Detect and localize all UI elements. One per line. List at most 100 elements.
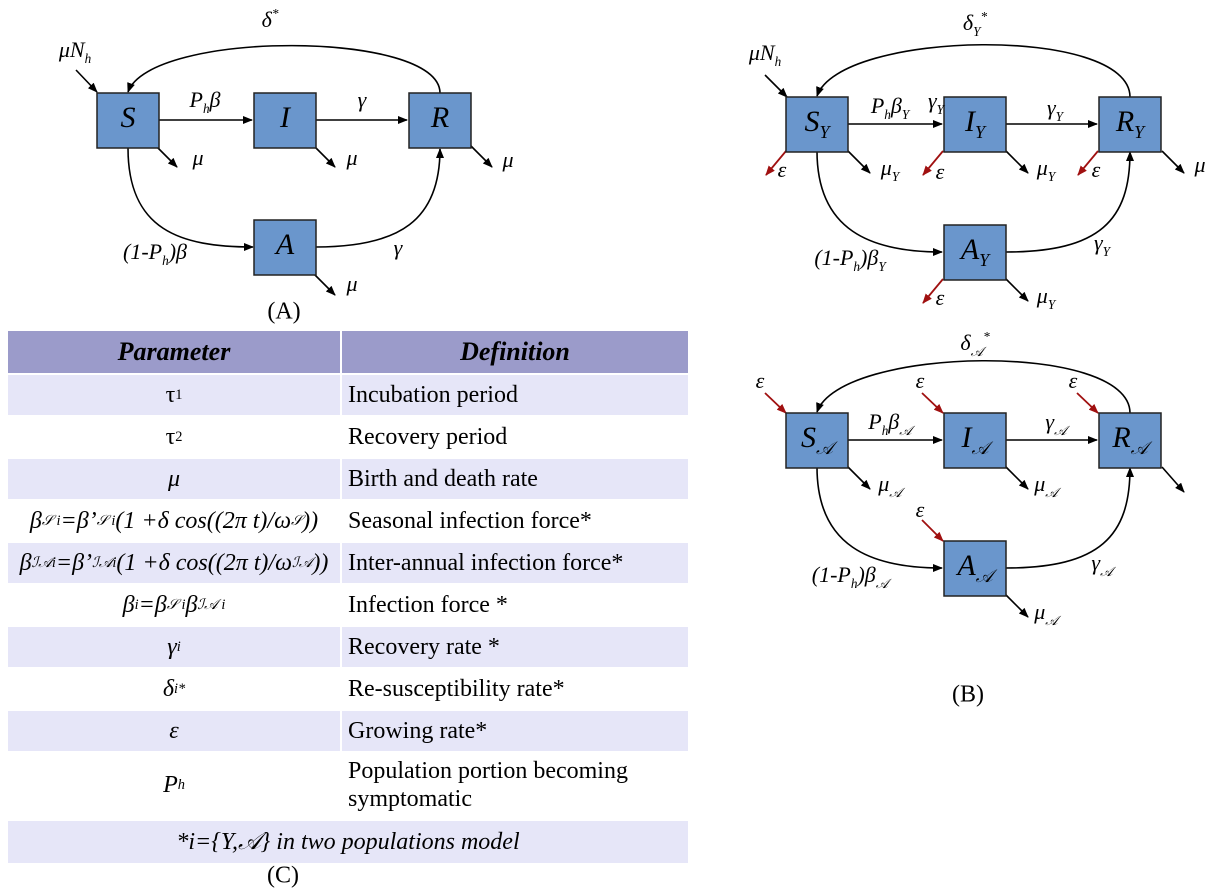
table-row: ε Growing rate* [8,711,688,753]
label-part: R [1111,421,1130,454]
node-box [253,219,317,276]
edge-label: ε [916,497,925,522]
edge-label: (1-Ph)βY [814,245,887,273]
label-part: ε [778,157,787,182]
param-part: =β’ [55,549,93,576]
label-part: Y [1103,244,1112,259]
label-part: (1-P [123,239,162,264]
definition-cell: Inter-annual infection force* [348,550,624,576]
label-part: Y [937,102,946,117]
edge-label: Phβ [188,87,220,115]
label-part: 𝒜 [1100,564,1116,579]
label-part: δ [963,10,974,35]
param-part: 𝒮 i [96,512,116,529]
label-part: μ [345,145,357,170]
caption: (B) [952,682,984,708]
definition-cell: Growing rate* [348,718,488,744]
label-part: * [980,9,987,24]
edge-label: μNh [748,40,782,68]
edge-label: μ [345,271,357,296]
label-part: 𝒜 [889,485,905,500]
label-part: Y [1134,122,1146,142]
label-part: Y [902,107,911,122]
definition-cell: Birth and death rate [348,466,538,492]
label-part: μ [345,271,357,296]
label-part: μ [1033,471,1045,496]
label-part: Y [892,169,901,184]
parameter-cell: δ i * [8,669,342,709]
node-label: IY [964,105,987,142]
edge-label: γ𝒜 [1091,550,1116,578]
param-part: ℐ𝒜i [31,554,56,571]
parameter-cell: ε [8,711,342,751]
node-label: SY [804,105,831,142]
label-part: 𝒜 [899,423,915,438]
label-part: ε [936,285,945,310]
parameter-cell: β i =β 𝒮 i β ℐ𝒜 i [8,585,342,625]
label-part: 𝒜 [816,438,838,458]
label-part: ε [916,368,925,393]
label-part: A [959,233,980,266]
label-part: (1-P [814,245,853,270]
edge-label: ε [756,368,765,393]
node-box [943,412,1007,469]
label-part: ε [1069,368,1078,393]
label-part: 𝒜 [1045,485,1061,500]
label-part: γ [1094,230,1104,255]
node-box [1098,412,1162,469]
panel-b-bottom-edges [764,359,1185,618]
node-label: R [430,101,449,134]
node-box [408,92,472,149]
param-part: ℐ𝒜 i [197,596,226,613]
label-part: Y [975,122,987,142]
edge-label: ε [936,159,945,184]
node-label: S𝒜 [801,421,838,458]
edge-label: μY [1036,155,1057,183]
label-part: Y [1056,109,1065,124]
parameter-cell: μ [8,459,342,499]
param-part: (1 +δ cos((2π t)/ω [115,507,292,534]
label-part: 𝒜 [971,344,987,359]
label-part: γ [1045,409,1055,434]
param-part: β [185,591,198,618]
label-part: μ [501,147,513,172]
param-part: 𝒮 i [166,596,186,613]
param-part: )) [302,507,319,534]
node-box [1098,96,1162,153]
label-part: ε [916,497,925,522]
label-part: A [955,549,976,582]
table-row: μ Birth and death rate [8,459,688,501]
definition-cell: Recovery period [348,424,508,450]
node-box [785,412,849,469]
table-row: β ℐ𝒜i =β’ ℐ𝒜i (1 +δ cos((2π t)/ω ℐ𝒜)) Inter-an… [8,543,688,585]
caption: (C) [267,863,299,889]
edge-label: PhβY [870,93,911,121]
label-part: Y [979,250,991,270]
node-box [253,92,317,149]
definition-cell: Re-susceptibility rate* [348,676,565,702]
label-part: Y [973,24,982,39]
label-part: I [279,101,292,134]
label-part: S [121,101,136,134]
label-part: Y [1048,169,1057,184]
param-part: 𝒮 i [41,512,61,529]
header-cell: Parameter [8,331,342,373]
label-part: β [209,87,221,112]
node-box [943,96,1007,153]
label-part: μ [877,471,889,496]
label-part: ε [756,368,765,393]
param-part: τ [165,381,176,408]
node-box [785,96,849,153]
param-part: τ [165,423,176,450]
panel-a-edges [75,44,493,296]
node-box [943,224,1007,281]
label-part: h [85,51,92,66]
label-part: μ [191,145,203,170]
node-label: I [279,101,292,134]
label-part: β [890,93,902,118]
param-part: β [29,507,42,534]
edge-label: γ [394,235,404,260]
label-part: h [775,54,782,69]
